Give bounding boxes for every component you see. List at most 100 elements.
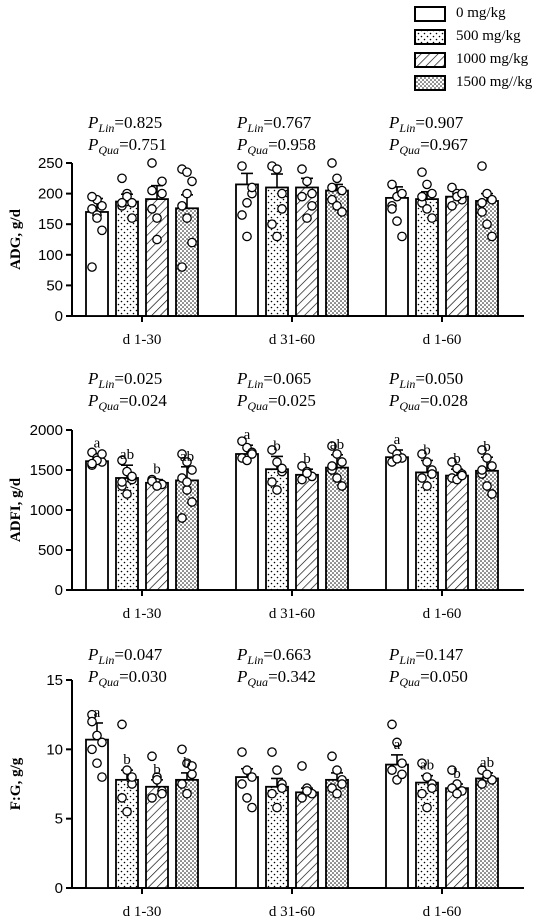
data-point	[477, 207, 487, 217]
data-point	[302, 786, 312, 796]
bar	[175, 479, 199, 591]
data-point	[147, 158, 157, 168]
bar	[145, 481, 169, 591]
data-point	[237, 779, 247, 789]
data-point	[272, 164, 282, 174]
data-point	[327, 158, 337, 168]
y-tick-label: 15	[46, 672, 63, 689]
bar	[265, 785, 289, 889]
data-point	[247, 802, 257, 813]
x-tick-label: d 1-30	[123, 332, 162, 348]
data-point	[427, 188, 437, 199]
data-point	[332, 173, 342, 184]
data-point	[247, 772, 257, 782]
data-point	[152, 774, 162, 785]
data-point	[332, 788, 342, 799]
data-point	[177, 779, 187, 789]
data-point	[87, 204, 97, 214]
bar	[85, 460, 109, 591]
data-point	[332, 449, 342, 459]
data-point	[417, 449, 427, 459]
data-point	[87, 744, 97, 755]
x-tick-label: d 31-60	[269, 904, 315, 920]
data-point	[127, 213, 137, 223]
data-point	[332, 765, 342, 775]
data-point	[337, 457, 347, 467]
data-point	[187, 465, 197, 475]
data-point	[182, 213, 192, 223]
bar	[295, 791, 319, 889]
y-tick-label: 50	[46, 277, 63, 294]
p-value-qua: PQua=0.028	[388, 391, 468, 413]
data-point	[447, 457, 457, 467]
data-point	[97, 200, 107, 211]
significance-letter: b	[273, 438, 281, 454]
data-point	[242, 231, 252, 242]
data-point	[187, 176, 197, 187]
legend-item-0: 0 mg/kg	[414, 2, 550, 25]
data-point	[122, 191, 132, 202]
data-point	[297, 191, 307, 202]
data-point	[297, 474, 307, 485]
data-point	[267, 445, 277, 455]
significance-letter: a	[394, 432, 401, 448]
significance-letter: a	[244, 427, 251, 443]
significance-letter: b	[453, 766, 461, 782]
data-point	[417, 758, 427, 769]
data-point	[182, 457, 192, 467]
data-point	[422, 204, 432, 214]
data-point	[177, 744, 187, 755]
p-value-lin: PLin=0.050	[388, 369, 463, 391]
data-point	[117, 197, 127, 208]
data-point	[272, 802, 282, 813]
data-point	[477, 445, 487, 455]
data-point	[97, 225, 107, 236]
data-point	[302, 213, 312, 223]
data-point	[477, 197, 487, 208]
data-point	[327, 461, 337, 471]
y-tick-label: 10	[46, 741, 63, 758]
x-tick-label: d 1-30	[123, 606, 162, 622]
p-value-qua: PQua=0.751	[87, 135, 167, 157]
significance-letter: b	[483, 439, 491, 455]
bar	[385, 456, 409, 591]
significance-letter: ab	[180, 449, 194, 465]
significance-letter: b	[153, 762, 161, 778]
significance-letter: a	[94, 436, 101, 452]
legend-item-1: 500 mg/kg	[414, 25, 550, 48]
significance-letter: b	[153, 462, 161, 478]
data-point	[297, 761, 307, 771]
panel-2: 0 5 10 15 F:G, g/g d 1-30 PLin=0.047PQua=0.030…	[8, 645, 524, 920]
data-point	[277, 463, 287, 474]
data-point	[177, 513, 187, 523]
p-value-qua: PQua=0.342	[236, 667, 316, 689]
data-point	[297, 793, 307, 803]
significance-letter: b	[453, 451, 461, 467]
significance-letter: ab	[120, 447, 134, 463]
p-value-lin: PLin=0.663	[236, 645, 311, 667]
data-point	[272, 457, 282, 467]
data-point	[117, 455, 127, 466]
data-point	[187, 497, 197, 507]
p-value-qua: PQua=0.967	[388, 135, 468, 157]
data-point	[417, 167, 427, 178]
x-tick-label: d 1-60	[423, 332, 462, 348]
data-point	[277, 783, 287, 794]
legend-item-2: 1000 mg/kg	[414, 48, 550, 71]
data-point	[417, 191, 427, 202]
bar	[445, 474, 469, 591]
data-point	[152, 481, 162, 491]
y-tick-label: 150	[38, 216, 63, 233]
x-tick-label: d 31-60	[269, 332, 315, 348]
y-tick-label: 2000	[30, 422, 63, 439]
data-point	[457, 470, 467, 481]
data-point	[237, 747, 247, 757]
data-point	[477, 465, 487, 475]
data-point	[482, 453, 492, 463]
data-point	[92, 213, 102, 223]
p-value-lin: PLin=0.825	[87, 113, 162, 135]
data-point	[157, 788, 167, 799]
significance-letter: a	[94, 705, 101, 721]
legend-label-3: 1500 mg//kg	[456, 74, 533, 90]
